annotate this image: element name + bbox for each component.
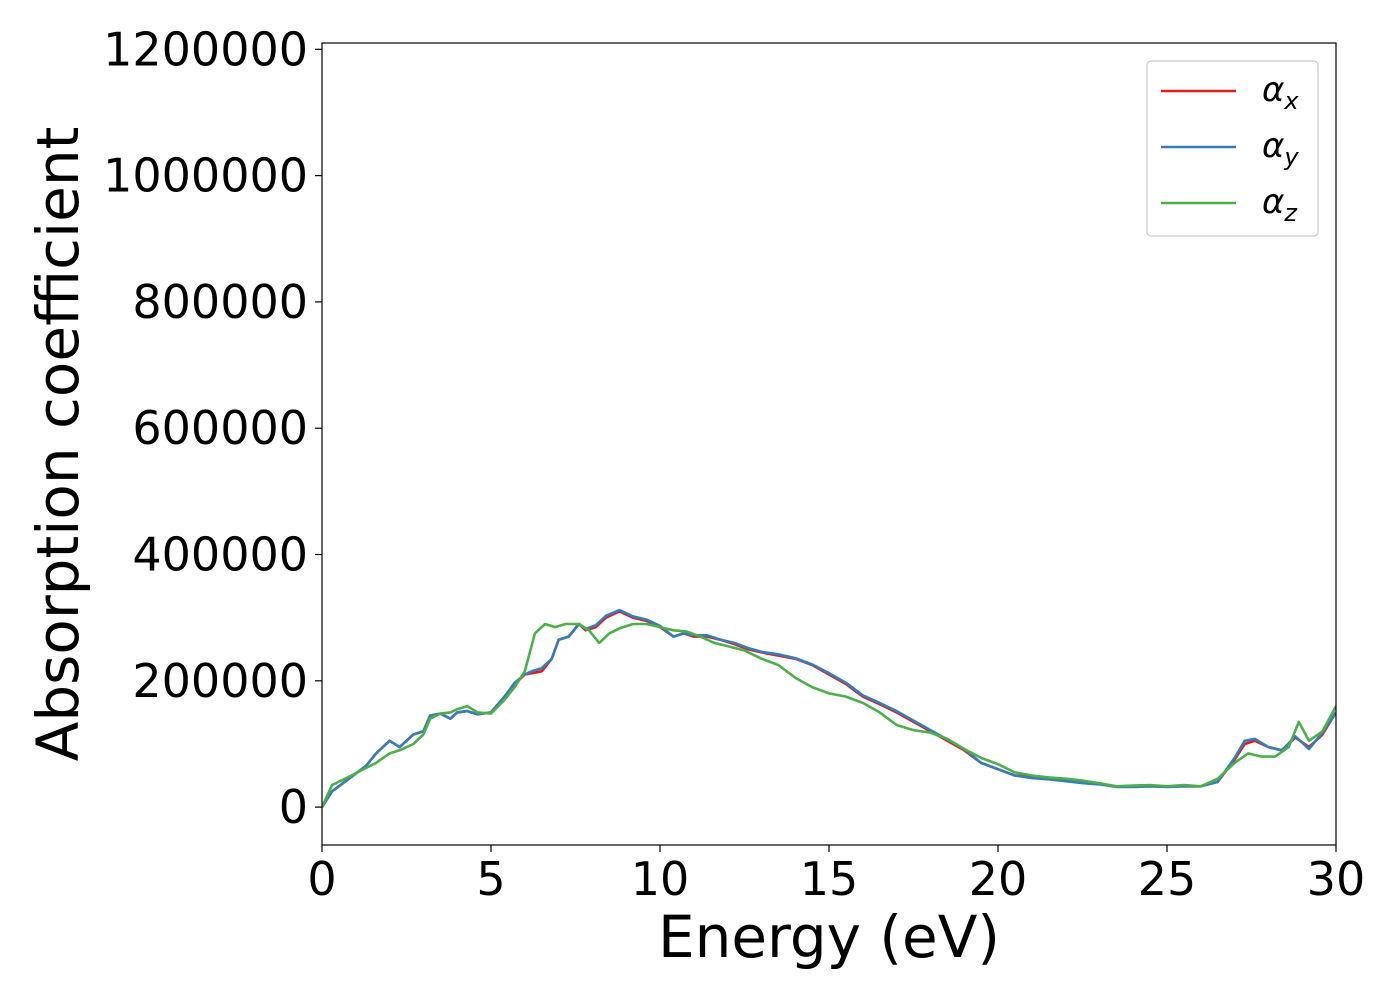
legend-entry-alpha-x: αx — [1161, 70, 1299, 115]
series-line-alpha-z — [322, 622, 1336, 808]
y-tick-label: 1200000 — [103, 22, 308, 76]
y-tick-label: 0 — [279, 780, 308, 834]
y-axis-label: Absorption coefficient — [24, 127, 92, 762]
y-tick-label: 200000 — [132, 654, 308, 708]
plot-lines — [322, 608, 1336, 808]
x-tick-label: 0 — [307, 852, 336, 906]
legend-entry-alpha-y: αy — [1161, 126, 1299, 171]
legend-box — [1146, 60, 1319, 237]
x-tick-label: 25 — [1138, 852, 1197, 906]
y-axis-ticks: 0 200000 400000 600000 800000 1000000 1200000 — [103, 22, 322, 834]
x-axis-label: Energy (eV) — [658, 903, 1000, 971]
y-tick-label: 400000 — [132, 528, 308, 582]
x-tick-label: 20 — [969, 852, 1028, 906]
series-line-alpha-y — [322, 608, 1336, 808]
x-axis-ticks: 0 5 10 15 20 25 30 — [307, 845, 1365, 906]
y-tick-label: 800000 — [132, 275, 308, 329]
x-tick-label: 5 — [476, 852, 505, 906]
x-tick-label: 15 — [800, 852, 859, 906]
legend-label: αx — [1262, 70, 1299, 115]
legend-label: αy — [1262, 126, 1299, 171]
y-tick-label: 1000000 — [103, 149, 308, 203]
x-tick-label: 10 — [631, 852, 690, 906]
x-tick-label: 30 — [1307, 852, 1366, 906]
y-tick-label: 600000 — [132, 401, 308, 455]
